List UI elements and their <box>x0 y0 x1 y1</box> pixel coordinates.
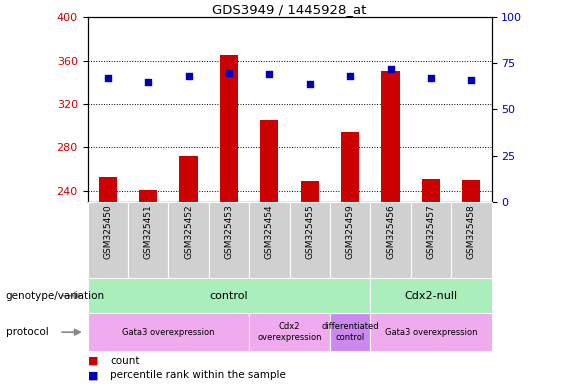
Bar <box>411 202 451 278</box>
Text: percentile rank within the sample: percentile rank within the sample <box>110 370 286 380</box>
Text: GSM325458: GSM325458 <box>467 204 476 259</box>
Bar <box>139 190 157 202</box>
Text: GSM325456: GSM325456 <box>386 204 395 259</box>
Title: GDS3949 / 1445928_at: GDS3949 / 1445928_at <box>212 3 367 16</box>
Bar <box>371 278 492 313</box>
Text: Cdx2-null: Cdx2-null <box>405 291 458 301</box>
Text: GSM325450: GSM325450 <box>103 204 112 259</box>
Bar <box>330 313 371 351</box>
Text: ■: ■ <box>88 356 98 366</box>
Bar <box>88 278 371 313</box>
Text: GSM325455: GSM325455 <box>305 204 314 259</box>
Text: count: count <box>110 356 140 366</box>
Text: differentiated
control: differentiated control <box>321 323 379 342</box>
Text: GSM325452: GSM325452 <box>184 204 193 258</box>
Text: control: control <box>210 291 248 301</box>
Point <box>224 70 233 76</box>
Bar <box>260 120 279 202</box>
Point <box>427 75 436 81</box>
Text: GSM325454: GSM325454 <box>265 204 274 258</box>
Point <box>144 79 153 85</box>
Text: GSM325453: GSM325453 <box>224 204 233 259</box>
Point <box>184 73 193 79</box>
Bar <box>381 71 399 202</box>
Text: Cdx2
overexpression: Cdx2 overexpression <box>257 323 322 342</box>
Bar <box>88 313 249 351</box>
Bar <box>249 202 289 278</box>
Text: Gata3 overexpression: Gata3 overexpression <box>122 328 215 337</box>
Point <box>265 71 274 78</box>
Point <box>386 66 395 72</box>
Point <box>305 81 314 87</box>
Bar <box>371 202 411 278</box>
Bar <box>462 180 480 202</box>
Text: GSM325459: GSM325459 <box>346 204 355 259</box>
Bar <box>220 55 238 202</box>
Text: GSM325451: GSM325451 <box>144 204 153 259</box>
Bar <box>290 202 330 278</box>
Point <box>346 73 355 79</box>
Bar <box>330 202 371 278</box>
Bar <box>341 132 359 202</box>
Bar <box>168 202 209 278</box>
Bar <box>128 202 168 278</box>
Point <box>467 77 476 83</box>
Bar <box>249 313 330 351</box>
Text: protocol: protocol <box>6 327 49 337</box>
Text: ■: ■ <box>88 370 98 380</box>
Bar <box>451 202 492 278</box>
Bar <box>99 177 117 202</box>
Text: genotype/variation: genotype/variation <box>6 291 105 301</box>
Bar <box>371 313 492 351</box>
Bar <box>88 202 128 278</box>
Bar <box>209 202 249 278</box>
Bar <box>301 181 319 202</box>
Text: GSM325457: GSM325457 <box>427 204 436 259</box>
Bar <box>422 179 440 202</box>
Bar <box>180 156 198 202</box>
Point <box>103 75 112 81</box>
Text: Gata3 overexpression: Gata3 overexpression <box>385 328 477 337</box>
